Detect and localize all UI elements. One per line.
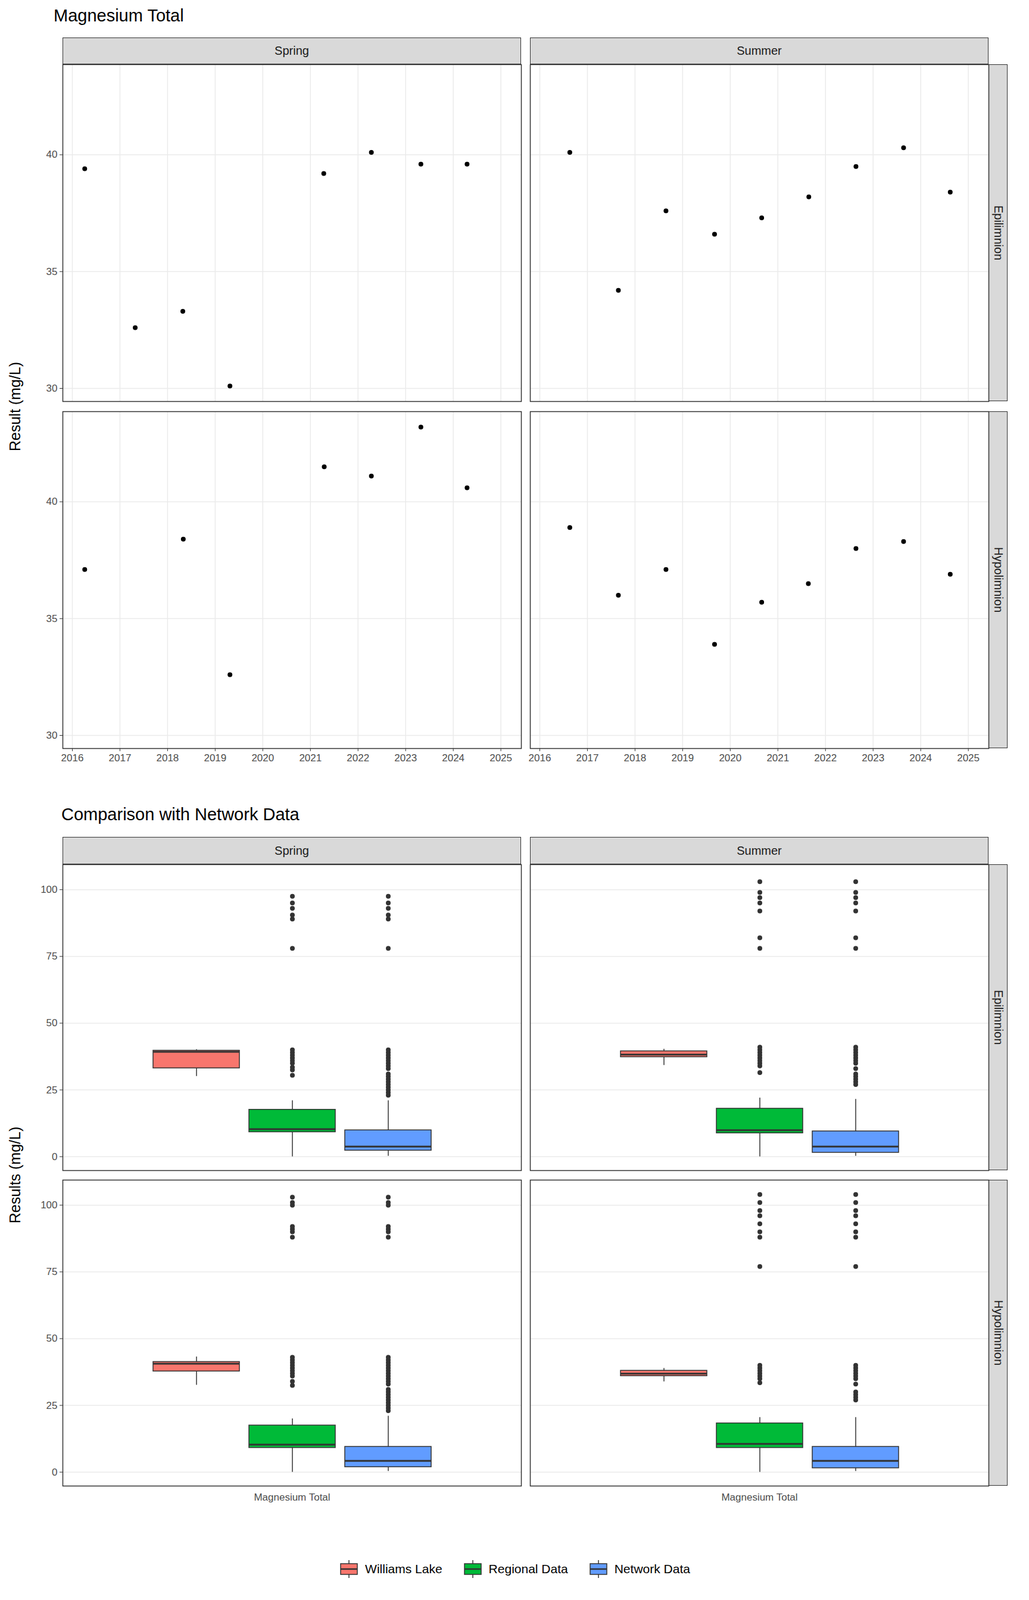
svg-text:35: 35	[46, 613, 58, 625]
svg-text:2021: 2021	[298, 752, 322, 765]
svg-text:2024: 2024	[909, 752, 932, 765]
html-text:Epilimnion: Epilimnion	[991, 990, 1005, 1046]
svg-text:2025: 2025	[956, 752, 980, 765]
svg-text:75: 75	[46, 950, 58, 963]
svg-text:2021: 2021	[766, 752, 790, 765]
svg-text:2025: 2025	[489, 752, 513, 765]
svg-text:40: 40	[46, 148, 58, 161]
svg-text:2018: 2018	[156, 752, 179, 765]
html-text:Spring: Spring	[274, 44, 309, 58]
svg-text:30: 30	[46, 382, 58, 395]
svg-text:2024: 2024	[441, 752, 465, 765]
html-text:Hypolimnion: Hypolimnion	[991, 1300, 1005, 1367]
svg-text:2020: 2020	[718, 752, 742, 765]
svg-text:2023: 2023	[861, 752, 885, 765]
html-text:Results (mg/L): Results (mg/L)	[6, 1127, 23, 1224]
html-text:Comparison with Network Data: Comparison with Network Data	[61, 805, 300, 825]
html-text:Hypolimnion: Hypolimnion	[991, 547, 1005, 613]
svg-text:2019: 2019	[671, 752, 694, 765]
svg-text:75: 75	[46, 1266, 58, 1278]
svg-text:2017: 2017	[108, 752, 132, 765]
svg-text:0: 0	[51, 1151, 58, 1163]
svg-text:50: 50	[46, 1017, 58, 1029]
svg-text:2023: 2023	[394, 752, 417, 765]
svg-text:30: 30	[46, 730, 58, 742]
html-text:Williams Lake: Williams Lake	[365, 1562, 443, 1577]
svg-text:50: 50	[46, 1333, 58, 1345]
svg-text:2022: 2022	[346, 752, 370, 765]
svg-text:2018: 2018	[623, 752, 647, 765]
svg-text:2016: 2016	[528, 752, 552, 765]
html-text:Summer: Summer	[736, 844, 782, 858]
svg-text:100: 100	[40, 884, 58, 896]
html-text:Network Data: Network Data	[614, 1562, 691, 1577]
html-text:Summer: Summer	[736, 44, 782, 58]
html-text:Spring: Spring	[274, 844, 309, 858]
svg-text:0: 0	[51, 1467, 58, 1479]
svg-text:Magnesium Total: Magnesium Total	[253, 1492, 330, 1504]
svg-text:2016: 2016	[61, 752, 84, 765]
html-text:Epilimnion: Epilimnion	[991, 205, 1005, 261]
svg-text:2017: 2017	[576, 752, 600, 765]
svg-text:40: 40	[46, 496, 58, 508]
svg-text:25: 25	[46, 1399, 58, 1412]
svg-text:2019: 2019	[203, 752, 227, 765]
svg-text:25: 25	[46, 1084, 58, 1096]
svg-text:100: 100	[40, 1199, 58, 1212]
svg-text:2020: 2020	[251, 752, 274, 765]
html-text:Result (mg/L): Result (mg/L)	[6, 361, 23, 452]
html-text:Magnesium Total: Magnesium Total	[53, 5, 184, 26]
svg-text:35: 35	[46, 266, 58, 278]
html-text:Regional Data: Regional Data	[488, 1562, 568, 1577]
svg-text:2022: 2022	[814, 752, 837, 765]
svg-text:Magnesium Total: Magnesium Total	[721, 1492, 798, 1504]
